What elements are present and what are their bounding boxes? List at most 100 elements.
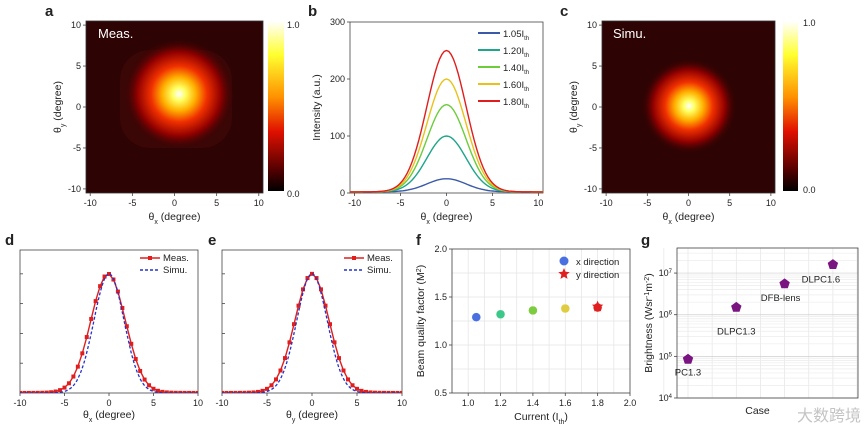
colorbar-a-min: 0.0 [287,189,300,199]
heatmap-c-xtick-label: 0 [686,198,691,208]
plot-e-meas-marker [368,390,373,393]
panel-label-c: c [560,3,568,20]
plot-e-meas-marker [319,287,323,292]
plot-d-meas-marker [129,341,134,346]
label-part: (degree) [52,81,64,124]
plot-d-xlabel: θx (degree) [83,409,135,424]
plot-e-meas-marker [373,390,377,393]
plot-f-xtick-label: 1.6 [559,398,572,408]
plot-e-meas-marker [391,390,395,393]
label-part: θ [52,127,64,133]
plot-d-meas-marker [75,364,80,369]
plot-e-simu-line [222,273,402,393]
plot-e-xtick-label: 0 [309,398,314,408]
plot-b-legend-label: 1.40Ith [503,63,529,76]
label-sup: -2 [644,277,651,283]
watermark: 大数跨境 [797,406,861,424]
plot-d-meas-marker [80,351,85,356]
heatmap-a-ytick-label: 5 [76,61,81,71]
plot-e-meas-marker [337,356,341,361]
colorbar-a [268,21,284,191]
plot-e-xtick-label: -10 [215,398,228,408]
plot-d-meas-marker [160,389,165,393]
plot-e-xlabel: θy (degree) [286,409,338,424]
colorbar-c-max: 1.0 [803,18,816,28]
plot-d-meas-marker [142,377,147,382]
tick-base: 10 [659,310,669,320]
plot-d-meas-marker [53,389,58,393]
plot-e-meas-marker [382,390,386,393]
label-part: θ [568,127,580,133]
label-part: (degree) [92,409,135,421]
plot-b-ytick-label: 0 [340,188,345,198]
label-part: θ [149,211,155,223]
heatmap-c-xlabel: θx (degree) [663,211,715,226]
label-part: (degree) [672,211,715,223]
plot-g-point-label: DLPC1.6 [802,275,841,286]
plot-d-meas-marker [147,383,152,388]
legend-sub: th [524,53,529,59]
plot-f-xtick-label: 1.2 [494,398,507,408]
plot-d-meas-marker [173,390,178,393]
plot-b-xtick-label: 0 [444,198,449,208]
tick-exponent: 5 [669,352,673,358]
heatmap-c-ytick-label: -10 [584,184,597,194]
plot-g-point-label: DLPC1.3 [717,326,756,337]
plot-g-frame [676,247,859,399]
label-part: θ [421,211,427,223]
plot-b-legend-label: 1.60Ith [503,80,529,93]
plot-e-meas-marker [278,368,283,373]
plot-e-meas-marker [310,271,314,276]
plot-e-meas-marker [350,383,355,388]
plot-d-meas-marker [182,390,187,393]
plot-e-xtick-label: 5 [354,398,359,408]
label-sub: y [60,123,67,127]
plot-d-meas-marker [31,390,36,393]
plot-f-ytick-label: 1.5 [434,292,447,302]
plot-b-xlabel: θx (degree) [421,211,473,226]
plot-d-meas-marker [93,299,98,304]
plot-g-point [731,301,742,312]
plot-g-ytick-label: 106 [659,310,673,320]
plot-e-meas-marker [233,390,238,393]
plot-d-meas-marker [44,390,49,393]
plot-f-x-point [495,309,506,320]
heatmap-c-ytick-label: -5 [589,143,597,153]
heatmap-c-xtick-label: 5 [727,198,732,208]
plot-b-xtick-label: -5 [397,198,405,208]
panel-label-d: d [5,232,14,249]
label-part: ) [643,273,655,277]
plot-g-point-label: DFB-lens [761,293,801,304]
label-part: Beam quality factor (M [415,272,427,377]
label-part: ) [415,265,427,269]
legend-name: 1.05I [503,29,524,40]
panel-label-f: f [416,232,422,249]
plot-d-meas-marker [133,357,138,362]
plot-e-legend-meas-label: Meas. [367,253,393,264]
plot-e-meas-marker [359,388,364,393]
heatmap-c-ylabel: θy (degree) [568,81,583,133]
plot-b-ytick-label: 100 [330,131,345,141]
tick-exponent: 7 [669,269,673,275]
label-part: (degree) [295,409,338,421]
plot-d-meas-marker [40,390,45,393]
label-part: Brightness (Wsr [643,298,655,373]
plot-e-meas-marker [328,322,332,327]
plot-d-meas-marker [20,390,22,393]
plot-d-meas-marker [191,390,196,393]
plot-g-ytick-label: 105 [659,351,673,361]
plot-e-xtick-label: 10 [397,398,407,408]
plot-e-meas-marker [269,383,274,388]
plot-d-meas-marker [187,390,192,393]
plot-e-meas-marker [341,368,346,373]
plot-d-meas-marker [89,316,94,321]
plot-b-series-line [350,49,543,193]
heatmap-c-xtick-label: 10 [766,198,776,208]
plot-d-meas-marker [120,305,125,310]
legend-name: 1.20I [503,46,524,57]
plot-f-legend-y-label: y direction [576,270,619,281]
plot-e-meas-marker [274,377,278,382]
plot-e-meas-marker [400,390,402,393]
plot-g-xlabel: Case [745,405,770,417]
